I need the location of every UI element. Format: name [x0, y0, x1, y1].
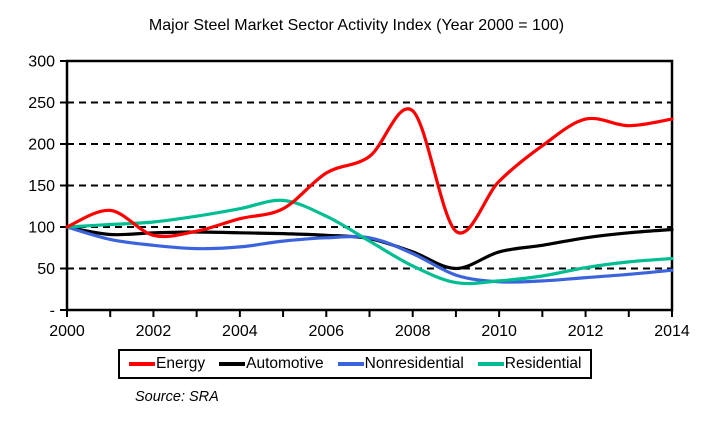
source-note: Source: SRA: [135, 389, 219, 405]
y-tick-label-150: 150: [28, 178, 55, 195]
legend-item-nonresidential: Nonresidential: [337, 355, 464, 373]
y-tick-label-200: 200: [28, 137, 55, 154]
series-line-energy: [65, 107, 674, 239]
series-line-automotive: [65, 225, 674, 271]
legend-swatch-nonresidential: [337, 362, 364, 366]
legend-item-energy: Energy: [129, 355, 205, 373]
series-line-nonresidential: [65, 225, 674, 284]
legend-label-automotive: Automotive: [246, 355, 324, 372]
legend-swatch-energy: [129, 362, 155, 366]
x-tick-label-2000: 2000: [49, 323, 85, 340]
x-tick-label-2002: 2002: [136, 323, 172, 340]
x-tick-label-2012: 2012: [568, 323, 604, 340]
legend-label-nonresidential: Nonresidential: [364, 355, 464, 372]
legend-swatch-automotive: [219, 362, 246, 366]
x-tick-label-2014: 2014: [654, 323, 690, 340]
legend-swatch-residential: [477, 362, 504, 366]
y-tick-label-50: 50: [37, 261, 55, 278]
y-tick-label-300: 300: [28, 54, 55, 71]
legend-label-residential: Residential: [504, 355, 582, 372]
legend-item-automotive: Automotive: [219, 355, 324, 373]
series-line-residential: [65, 198, 674, 286]
legend-label-energy: Energy: [156, 355, 206, 372]
y-tick-label-250: 250: [28, 95, 55, 112]
x-tick-label-2008: 2008: [395, 323, 431, 340]
x-tick-label-2006: 2006: [308, 323, 344, 340]
y-tick-label-100: 100: [28, 220, 55, 237]
x-tick-label-2010: 2010: [481, 323, 517, 340]
chart-title: Major Steel Market Sector Activity Index…: [148, 17, 565, 34]
x-tick-label-2004: 2004: [222, 323, 258, 340]
chart-legend: Energy Automotive Nonresidential Residen…: [118, 349, 593, 379]
y-tick-label-0: -: [50, 303, 55, 320]
legend-item-residential: Residential: [477, 355, 582, 373]
